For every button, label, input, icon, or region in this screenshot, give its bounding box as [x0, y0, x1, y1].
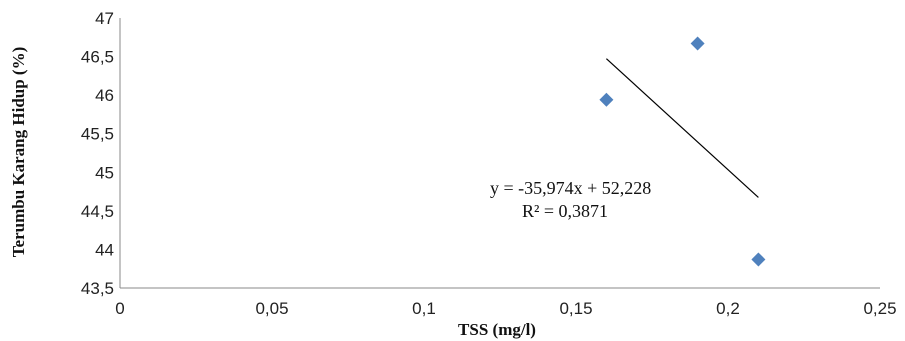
y-tick-label: 46: [95, 86, 114, 105]
y-tick-label: 46,5: [81, 48, 114, 67]
y-tick-label: 44,5: [81, 202, 114, 221]
y-tick-label: 44: [95, 240, 114, 259]
trendline: [605, 58, 759, 198]
y-tick-label: 43,5: [81, 279, 114, 298]
y-tick-labels: 43,5 44 44,5 45 45,5 46 46,5 47: [81, 9, 114, 298]
x-tick-label: 0,15: [559, 299, 592, 318]
trendline-r-squared: R² = 0,3871: [522, 201, 608, 221]
x-tick-label: 0,1: [412, 299, 436, 318]
y-tick-label: 45: [95, 163, 114, 182]
x-tick-label: 0: [115, 299, 124, 318]
data-points: [599, 36, 766, 267]
y-tick-label: 45,5: [81, 125, 114, 144]
y-axis-title: Terumbu Karang Hidup (%): [9, 47, 28, 258]
axes: [119, 18, 880, 289]
data-point: [690, 36, 705, 51]
x-tick-label: 0,25: [863, 299, 896, 318]
x-tick-label: 0,05: [255, 299, 288, 318]
trendline-equation: y = -35,974x + 52,228: [490, 178, 651, 198]
data-point: [751, 252, 766, 267]
x-axis-title: TSS (mg/l): [458, 320, 536, 339]
x-tick-label: 0,2: [716, 299, 740, 318]
x-tick-labels: 0 0,05 0,1 0,15 0,2 0,25: [115, 299, 896, 318]
data-point: [599, 92, 614, 107]
y-tick-label: 47: [95, 9, 114, 28]
trendline-group: [605, 58, 759, 198]
